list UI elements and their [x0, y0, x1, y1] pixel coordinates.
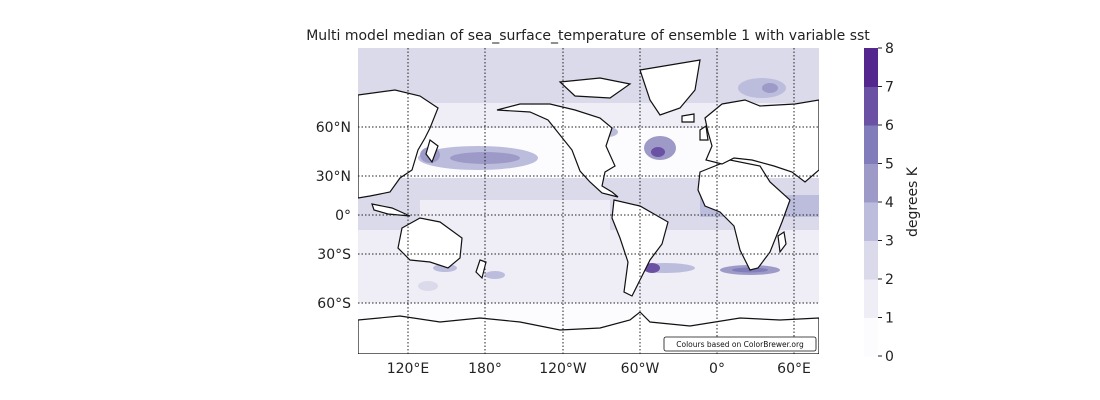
blob-great-australian-bight	[418, 281, 438, 291]
colorbar-tick-label-4: 4	[885, 195, 894, 211]
map-panel: Colours based on ColorBrewer.org	[358, 48, 819, 354]
lat-label-0: 0°	[335, 208, 351, 224]
colorbar-tick-label-7: 7	[885, 80, 894, 96]
figure-title: Multi model median of sea_surface_temper…	[306, 28, 870, 44]
colorbar-swatch-7	[864, 48, 878, 87]
lat-tick-labels: 60°N 30°N 0° 30°S 60°S	[316, 120, 351, 312]
colorbar-label: degrees K	[905, 166, 921, 237]
colorbar-swatch-3	[864, 202, 878, 241]
land-madagascar	[777, 230, 787, 254]
colorbar-swatch-5	[864, 125, 878, 164]
lon-label-60e: 60°E	[777, 361, 811, 377]
blob-brazil-core	[644, 263, 660, 273]
colorbar-swatch-0	[864, 317, 878, 357]
attribution-box: Colours based on ColorBrewer.org	[663, 336, 817, 352]
colorbar-tick-label-6: 6	[885, 118, 894, 134]
lon-label-60w: 60°W	[621, 361, 660, 377]
colorbar-tick-label-0: 0	[885, 349, 894, 365]
land-japan	[425, 138, 439, 164]
land-new-zealand	[475, 259, 487, 280]
lon-label-180: 180°	[468, 361, 502, 377]
colorbar-tick-label-8: 8	[885, 41, 894, 57]
lat-label-60s: 60°S	[317, 296, 351, 312]
colorbar-swatch-1	[864, 279, 878, 318]
land-greenland	[639, 59, 701, 116]
colorbar-swatches	[864, 48, 878, 357]
colorbar: 0 1 2 3 4 5 6 7 8 degrees K	[864, 41, 921, 365]
colorbar-ticks: 0 1 2 3 4 5 6 7 8	[878, 41, 894, 365]
colorbar-swatch-6	[864, 86, 878, 126]
land-arctic-islands	[558, 77, 632, 99]
lon-tick-labels: 120°E 180° 120°W 60°W 0° 60°E	[387, 361, 811, 377]
colorbar-tick-label-5: 5	[885, 157, 894, 173]
blob-barents-core	[762, 83, 778, 93]
lon-label-0: 0°	[709, 361, 725, 377]
colorbar-swatch-4	[864, 163, 878, 203]
colorbar-tick-label-2: 2	[885, 272, 894, 288]
lat-label-30n: 30°N	[316, 169, 351, 185]
attribution-text: Colours based on ColorBrewer.org	[676, 340, 804, 349]
colorbar-tick-label-1: 1	[885, 311, 894, 327]
land-europe	[704, 99, 819, 183]
land-east-asia	[358, 89, 439, 199]
colorbar-tick-label-3: 3	[885, 234, 894, 250]
land-indonesia	[371, 203, 411, 217]
blob-gulf-stream-core	[651, 147, 665, 157]
land-uk	[699, 124, 709, 141]
land-north-america	[496, 103, 619, 198]
lon-label-120w: 120°W	[539, 361, 587, 377]
land-iceland	[681, 113, 695, 123]
lon-label-120e: 120°E	[387, 361, 430, 377]
colorbar-swatch-2	[864, 240, 878, 280]
lat-label-60n: 60°N	[316, 120, 351, 136]
blob-south-pacific-east	[485, 271, 505, 279]
lat-label-30s: 30°S	[317, 247, 351, 263]
